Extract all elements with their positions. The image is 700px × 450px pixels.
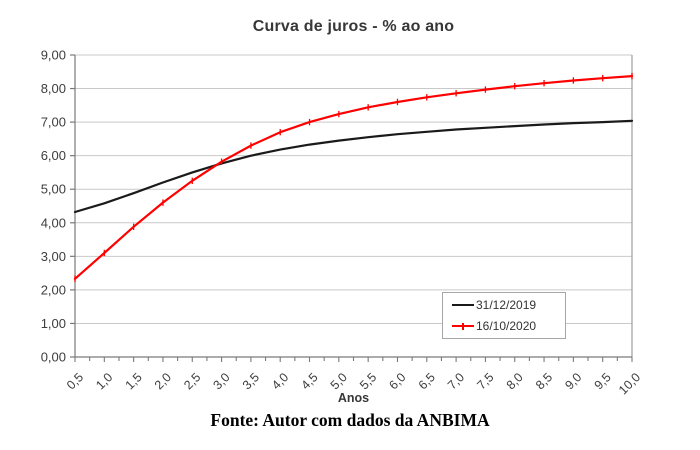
svg-text:6,5: 6,5 <box>416 370 438 392</box>
chart-title: Curva de juros - % ao ano <box>252 18 455 35</box>
svg-text:3,0: 3,0 <box>211 370 233 392</box>
svg-text:9,0: 9,0 <box>562 370 584 392</box>
svg-text:2,00: 2,00 <box>41 282 66 297</box>
svg-text:7,00: 7,00 <box>41 115 66 130</box>
svg-text:2,0: 2,0 <box>152 370 174 392</box>
svg-text:1,00: 1,00 <box>41 316 66 331</box>
legend-item-2020: 16/10/2020 <box>452 319 565 333</box>
svg-text:4,00: 4,00 <box>41 215 66 230</box>
gridlines <box>75 54 632 324</box>
svg-text:3,5: 3,5 <box>240 370 262 392</box>
svg-text:4,5: 4,5 <box>298 370 320 392</box>
svg-text:4,0: 4,0 <box>269 370 291 392</box>
svg-text:5,5: 5,5 <box>357 370 379 392</box>
legend-label-2020: 16/10/2020 <box>476 319 537 333</box>
legend-marker-icon <box>462 322 464 330</box>
svg-text:8,5: 8,5 <box>533 370 555 392</box>
svg-text:6,00: 6,00 <box>41 148 66 163</box>
y-axis-labels: 0,00 1,00 2,00 3,00 4,00 5,00 6,00 7,00 8,00 9,00 <box>41 48 66 365</box>
svg-text:8,0: 8,0 <box>504 370 526 392</box>
legend-label-2019: 31/12/2019 <box>476 298 537 312</box>
svg-text:0,00: 0,00 <box>41 350 66 365</box>
svg-text:9,5: 9,5 <box>592 370 614 392</box>
svg-text:1,0: 1,0 <box>93 370 115 392</box>
series-lines <box>73 72 634 283</box>
svg-text:5,0: 5,0 <box>328 370 350 392</box>
svg-text:8,00: 8,00 <box>41 81 66 96</box>
axis-ticks <box>70 54 633 362</box>
svg-text:3,00: 3,00 <box>41 249 66 264</box>
svg-text:5,00: 5,00 <box>41 182 66 197</box>
svg-text:9,00: 9,00 <box>41 48 66 63</box>
legend: 31/12/2019 16/10/2020 <box>442 292 566 339</box>
legend-line-sample-2020 <box>452 322 474 330</box>
svg-text:7,0: 7,0 <box>445 370 467 392</box>
svg-text:1,5: 1,5 <box>123 370 145 392</box>
svg-text:7,5: 7,5 <box>474 370 496 392</box>
legend-line-sample-2019 <box>452 303 474 307</box>
source-note: Fonte: Autor com dados da ANBIMA <box>210 410 490 430</box>
svg-text:2,5: 2,5 <box>181 370 203 392</box>
svg-text:6,0: 6,0 <box>386 370 408 392</box>
legend-item-2019: 31/12/2019 <box>452 298 565 312</box>
svg-text:0,5: 0,5 <box>64 370 86 392</box>
x-axis-title: Anos <box>337 391 370 405</box>
